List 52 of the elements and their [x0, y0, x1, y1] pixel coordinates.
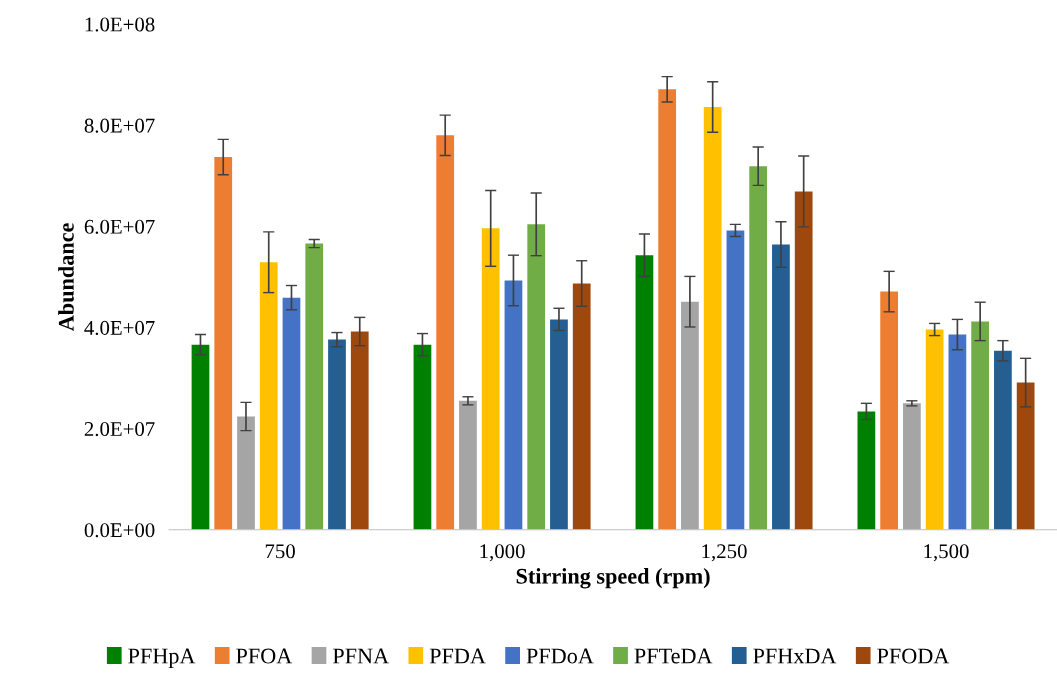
y-tick-label: 2.0E+07	[84, 422, 155, 437]
bar	[550, 319, 568, 530]
bar	[572, 283, 591, 530]
bar	[925, 329, 944, 530]
legend-label: PFDA	[429, 648, 486, 664]
bar	[948, 334, 967, 530]
y-tick-label: 1.0E+08	[85, 17, 155, 32]
bar	[658, 89, 677, 530]
legend-label: PFHxDA	[753, 648, 837, 664]
bar	[459, 400, 477, 530]
bar	[903, 403, 921, 530]
bar	[436, 135, 455, 530]
bar	[857, 411, 876, 530]
bar	[703, 107, 722, 530]
bar	[880, 291, 899, 530]
y-tick-label: 0.0E+00	[84, 523, 155, 538]
y-axis-title: Abundance	[58, 223, 74, 332]
bar	[328, 339, 346, 530]
legend-label: PFNA	[332, 648, 389, 664]
bar	[214, 157, 233, 530]
bar	[350, 331, 369, 530]
x-tick-label: 1,000	[480, 544, 525, 562]
x-tick-label: 1,250	[702, 544, 747, 562]
bar	[504, 280, 523, 530]
legend-label: PFODA	[877, 648, 950, 664]
bar	[726, 230, 745, 530]
bar	[794, 191, 813, 530]
legend-label: PFOA	[236, 648, 293, 664]
bar	[772, 244, 790, 530]
bar	[994, 350, 1012, 530]
y-tick-label: 4.0E+07	[84, 320, 155, 336]
x-tick-label: 750	[265, 544, 295, 559]
x-axis-title: Stirring speed (rpm)	[516, 568, 710, 589]
x-tick-label: 1,500	[924, 544, 969, 562]
bar	[749, 166, 768, 530]
bar	[1016, 382, 1035, 530]
bar	[305, 243, 324, 530]
bar	[237, 416, 255, 530]
legend-label: PFHpA	[128, 648, 196, 668]
bar	[413, 344, 432, 530]
bar	[681, 301, 699, 530]
bar	[282, 297, 301, 530]
legend-label: PFDoA	[526, 648, 594, 664]
bar	[527, 224, 546, 530]
y-tick-label: 6.0E+07	[84, 219, 155, 234]
bar	[481, 228, 500, 530]
bar	[191, 344, 210, 530]
legend-label: PFTeDA	[634, 648, 713, 664]
y-tick-label: 8.0E+07	[84, 118, 155, 133]
bar	[635, 255, 654, 530]
bar	[971, 321, 990, 530]
bar	[259, 262, 278, 530]
